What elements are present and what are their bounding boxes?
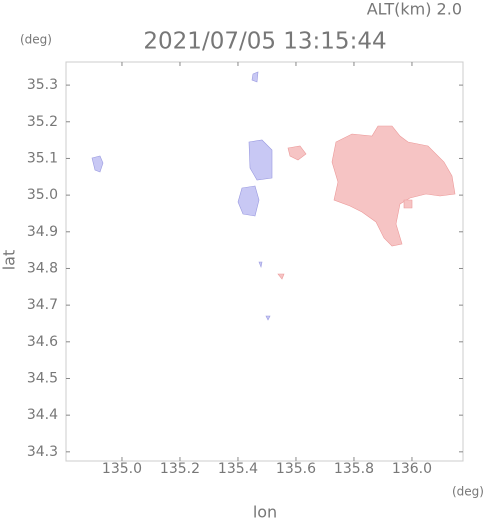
x-tick-label: 135.6 <box>276 461 316 477</box>
x-tick-label: 135.2 <box>160 461 200 477</box>
y-tick-label: 34.3 <box>27 444 58 460</box>
x-unit: (deg) <box>452 485 484 499</box>
y-tick-label: 34.7 <box>27 297 58 313</box>
chart-title: 2021/07/05 13:15:44 <box>143 29 386 55</box>
echo-cell <box>403 199 413 209</box>
y-tick-label: 34.5 <box>27 370 58 386</box>
x-axis-label: lon <box>253 503 277 521</box>
plot-frame <box>65 61 464 462</box>
echo-cell <box>248 139 273 181</box>
y-tick-label: 34.6 <box>27 334 58 350</box>
y-tick-label: 34.8 <box>27 260 58 276</box>
y-tick-label: 34.9 <box>27 224 58 240</box>
y-tick-label: 35.2 <box>27 114 58 130</box>
altitude-label: ALT(km) 2.0 <box>367 0 462 19</box>
y-tick-label: 35.1 <box>27 150 58 166</box>
echo-cell <box>237 185 260 217</box>
echo-cell <box>91 155 104 173</box>
x-tick-label: 136.0 <box>392 461 432 477</box>
y-unit: (deg) <box>20 33 52 47</box>
echo-cell <box>258 261 263 269</box>
echo-blue <box>91 71 273 321</box>
y-tick-label: 35.3 <box>27 77 58 93</box>
y-tick-label: 35.0 <box>27 187 58 203</box>
x-tick-label: 135.4 <box>218 461 258 477</box>
echo-cell <box>265 315 271 321</box>
echo-cell <box>251 71 259 83</box>
y-axis-label: lat <box>0 250 19 271</box>
echo-red <box>277 125 456 280</box>
x-tick-label: 135.0 <box>102 461 142 477</box>
echo-cell <box>277 273 285 280</box>
x-tick-label: 135.8 <box>334 461 374 477</box>
y-tick-label: 34.4 <box>27 407 58 423</box>
echo-cell <box>331 125 456 247</box>
echo-cell <box>287 145 307 161</box>
